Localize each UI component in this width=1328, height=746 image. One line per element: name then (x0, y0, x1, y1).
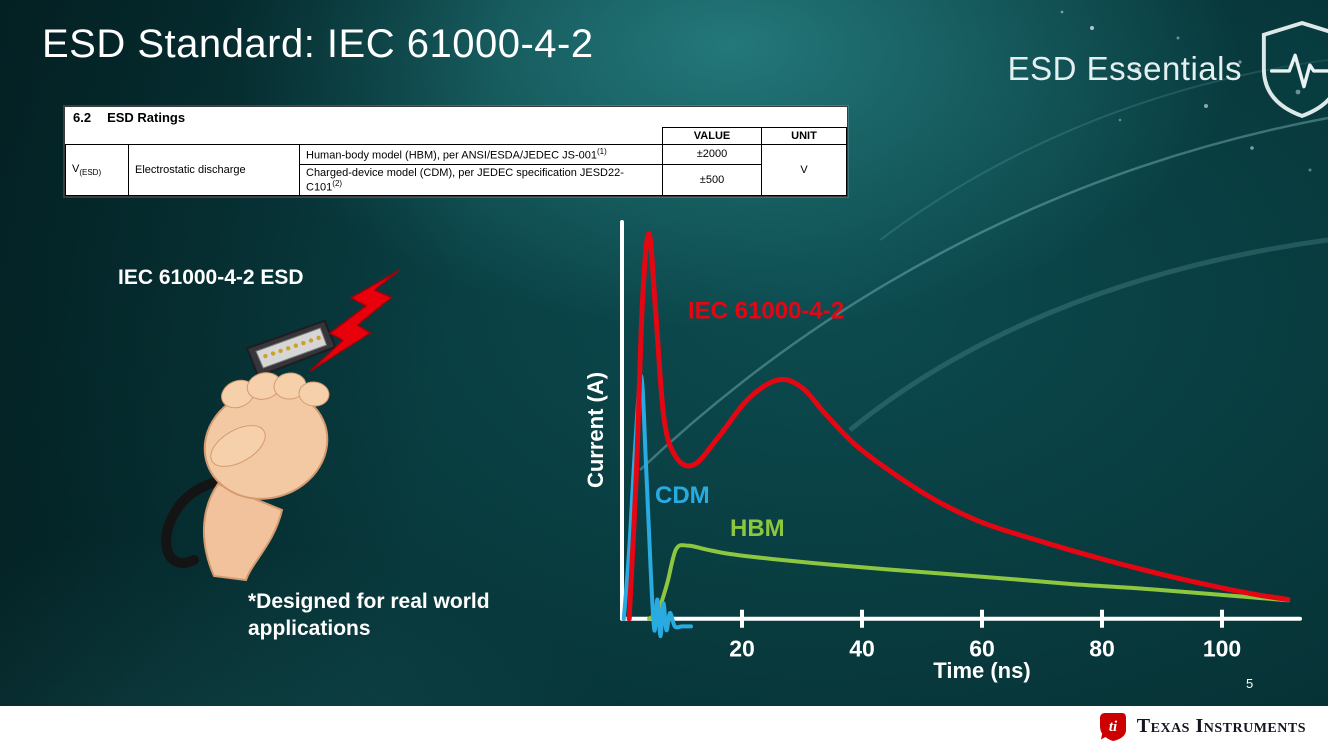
svg-text:60: 60 (969, 636, 995, 662)
page-number: 5 (1246, 676, 1254, 691)
hand-connector-illustration (161, 269, 400, 582)
condition-cell-cdm: Charged-device model (CDM), per JEDEC sp… (299, 163, 663, 197)
value-column-header: VALUE (662, 127, 762, 145)
svg-text:80: 80 (1089, 636, 1115, 662)
ti-logo-icon: ti (1099, 713, 1126, 741)
value-cell-cdm: ±500 (662, 163, 762, 197)
chart-canvas: 20 40 60 80 100 IEC 61000-4-2 CDM HBM (620, 220, 1302, 662)
illustration-caption: *Designed for real world applications (248, 590, 490, 641)
param-symbol: V (72, 163, 80, 176)
unit-cell: V (761, 143, 847, 197)
ratings-grid: VALUE UNIT V(ESD) Electrostatic discharg… (65, 127, 847, 197)
footnote-marker: (1) (597, 147, 607, 156)
footer-bar: ti Texas Instruments (0, 706, 1328, 746)
ti-logo: ti Texas Instruments (1098, 711, 1306, 741)
condition-text: Human-body model (HBM), per ANSI/ESDA/JE… (306, 149, 597, 162)
waveform-chart: 20 40 60 80 100 IEC 61000-4-2 CDM HBM Current (… (558, 208, 1310, 700)
svg-text:40: 40 (849, 636, 875, 662)
svg-text:IEC 61000-4-2: IEC 61000-4-2 (688, 297, 844, 324)
section-title: ESD Ratings (107, 110, 186, 125)
hand (202, 372, 330, 582)
value-cell-hbm: ±2000 (662, 144, 762, 165)
svg-text:ti: ti (1109, 719, 1118, 735)
blank-header-cell (65, 127, 663, 145)
svg-text:HBM: HBM (730, 515, 785, 542)
section-number: 6.2 (73, 110, 92, 125)
condition-cell-hbm: Human-body model (HBM), per ANSI/ESDA/JE… (299, 144, 663, 165)
series-IEC 61000-4-2 (626, 231, 1291, 622)
param-symbol-subscript: (ESD) (79, 168, 102, 178)
footnote-marker: (2) (332, 178, 343, 188)
table-row: Charged-device model (CDM), per JEDEC sp… (66, 163, 847, 197)
cable (161, 475, 227, 568)
esd-shield-icon (1261, 20, 1328, 118)
unit-column-header: UNIT (761, 127, 847, 145)
y-axis-label: Current (A) (583, 371, 608, 489)
illustration-label: IEC 61000-4-2 ESD (118, 266, 304, 289)
param-name-cell: Electrostatic discharge (128, 143, 300, 197)
esd-ratings-table: 6.2 ESD Ratings VALUE UNIT V(ESD) Electro… (64, 106, 848, 198)
param-symbol-cell: V(ESD) (65, 143, 129, 197)
brand-title: ESD Essentials (1007, 50, 1242, 87)
svg-text:CDM: CDM (655, 482, 710, 509)
condition-text: Charged-device model (CDM), per JEDEC sp… (306, 166, 624, 194)
lightning-bolt-icon (309, 269, 400, 372)
ratings-section-heading: 6.2 ESD Ratings (65, 107, 847, 127)
hdmi-connector (245, 319, 337, 378)
table-row: V(ESD) Electrostatic discharge Human-bod… (65, 143, 847, 197)
svg-text:20: 20 (729, 636, 755, 662)
page-title: ESD Standard: IEC 61000-4-2 (42, 22, 594, 66)
series-HBM (647, 543, 1290, 621)
ti-logo-text: Texas Instruments (1136, 714, 1306, 737)
svg-text:100: 100 (1203, 636, 1241, 662)
brand-area: ESD Essentials (1008, 20, 1328, 118)
x-axis-label: Time (ns) (933, 658, 1031, 683)
